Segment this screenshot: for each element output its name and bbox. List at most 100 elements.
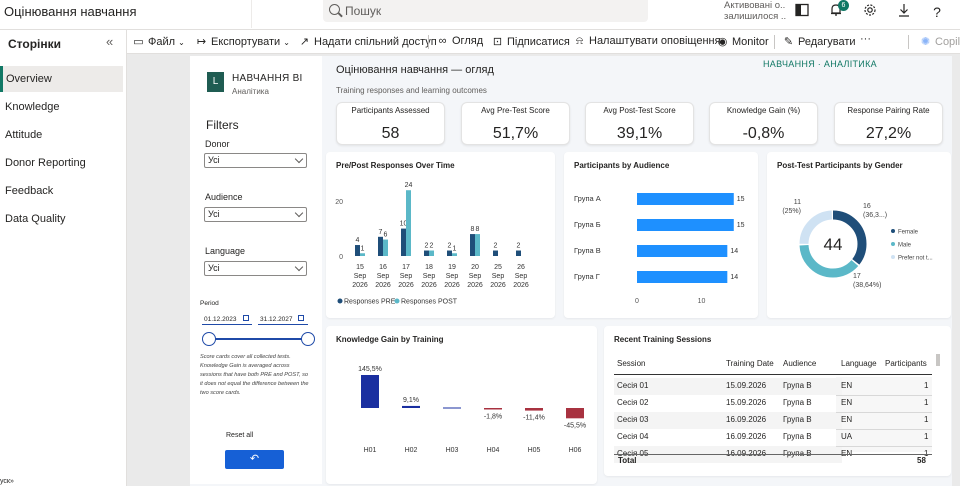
table-cell: 15.09.2026 xyxy=(726,381,767,390)
x-tick-label: Sep xyxy=(446,273,459,280)
category-label: Група В xyxy=(574,246,601,255)
table-row[interactable] xyxy=(614,378,842,395)
table-total-value: 58 xyxy=(917,456,926,465)
copilot-button[interactable]: ✺ Copil xyxy=(920,36,960,48)
legend-label: Prefer not t... xyxy=(898,256,933,262)
kpi-card[interactable]: Avg Pre-Test Score 51,7% xyxy=(461,102,570,145)
kpi-card[interactable]: Knowledge Gain (%) -0,8% xyxy=(709,102,818,145)
edit-button[interactable]: ✎ Редагувати xyxy=(783,36,856,48)
export-icon: ↦ xyxy=(196,36,207,48)
period-label: Period xyxy=(200,300,219,307)
date-from-input[interactable]: 01.12.2023 xyxy=(204,316,237,323)
table-scrollbar[interactable] xyxy=(936,354,940,366)
share-button[interactable]: ↗ Надати спільний доступ xyxy=(299,36,437,48)
audience-select[interactable]: Усі xyxy=(204,207,307,222)
reset-label: Reset all xyxy=(226,432,254,439)
data-label: 8 xyxy=(471,226,475,233)
toolbar-divider xyxy=(774,35,775,49)
gear-icon[interactable] xyxy=(861,3,879,21)
view-menu[interactable]: ∞ Огляд xyxy=(436,35,484,47)
table-header[interactable]: Training Date xyxy=(726,359,774,368)
kpi-value: -0,8% xyxy=(742,125,785,142)
kpi-label: Avg Pre-Test Score xyxy=(481,106,550,115)
calendar-icon[interactable] xyxy=(243,315,249,321)
bar-post xyxy=(452,253,457,256)
collapse-icon[interactable]: « xyxy=(106,34,114,49)
data-label: 145,5% xyxy=(358,366,382,373)
kpi-card[interactable]: Avg Post-Test Score 39,1% xyxy=(585,102,694,145)
table-header[interactable]: Audience xyxy=(783,359,817,368)
table-cell: Група В xyxy=(783,398,812,407)
activation-notice[interactable]: Активовані о... залишилося ... xyxy=(724,0,786,22)
pages-title: Сторінки xyxy=(8,37,62,51)
more-options-button[interactable]: ··· xyxy=(860,33,871,45)
page-item-attitude[interactable]: Attitude xyxy=(5,129,43,141)
data-label: 15 xyxy=(737,222,745,229)
status-fragment: уск» xyxy=(0,478,14,485)
bar-pre xyxy=(401,228,406,256)
knowledge-gain-chart: 145,5% H01 9,1% H02 H03 -1,8% H04 -11,4% H05 -45,… xyxy=(358,366,586,454)
search-box[interactable]: Пошук xyxy=(323,0,648,22)
report-subtitle: Training responses and learning outcomes xyxy=(336,86,487,95)
knowledge-gain-chart-card[interactable]: Knowledge Gain by Training 145,5% H01 9,1%… xyxy=(326,326,597,484)
bar-pre xyxy=(470,234,475,256)
legend-marker xyxy=(891,242,895,246)
table-cell: 16.09.2026 xyxy=(726,432,767,441)
donut-center-label: 44 xyxy=(824,235,843,254)
export-menu[interactable]: ↦ Експортувати ⌄ xyxy=(196,36,290,48)
slice-pct-label: (25%) xyxy=(782,208,801,215)
alerts-button[interactable]: ⍾ Налаштувати оповіщення xyxy=(573,35,721,48)
gender-chart-card[interactable]: Post-Test Participants by Gender 44 16 (36… xyxy=(767,152,951,318)
language-column-bg xyxy=(836,377,932,452)
chart-title: Knowledge Gain by Training xyxy=(336,335,444,344)
table-row-divider xyxy=(836,395,932,396)
sessions-table-card[interactable]: Recent Training Sessions Session Training… xyxy=(604,326,951,476)
language-select[interactable]: Усі xyxy=(204,261,307,276)
panel-toggle-icon[interactable] xyxy=(793,3,811,21)
period-slider-end-handle[interactable] xyxy=(301,332,315,346)
x-tick-label: 20 xyxy=(471,264,479,271)
date-to-input[interactable]: 31.12.2027 xyxy=(260,316,293,323)
x-tick-label: 16 xyxy=(379,264,387,271)
bar xyxy=(637,193,734,205)
y-tick-label: 20 xyxy=(335,199,343,206)
table-header[interactable]: Language xyxy=(841,359,877,368)
page-item-feedback[interactable]: Feedback xyxy=(5,185,54,197)
data-label: 1 xyxy=(361,245,365,252)
bar xyxy=(637,245,728,257)
table-cell: Група В xyxy=(783,381,812,390)
table-cell: EN xyxy=(841,381,853,390)
table-cell: Сесія 02 xyxy=(617,398,649,407)
data-label: 1 xyxy=(453,245,457,252)
subscribe-button[interactable]: ⊡ Підписатися xyxy=(492,36,570,48)
table-row[interactable] xyxy=(614,412,842,429)
page-item-donor-reporting[interactable]: Donor Reporting xyxy=(5,157,86,169)
kpi-card[interactable]: Response Pairing Rate 27,2% xyxy=(834,102,943,145)
donut-slice xyxy=(799,210,867,278)
kpi-card[interactable]: Participants Assessed 58 xyxy=(336,102,445,145)
x-tick-label: Sep xyxy=(377,273,390,280)
search-input[interactable]: Пошук xyxy=(345,4,382,18)
table-header[interactable]: Participants xyxy=(885,359,927,368)
download-icon[interactable] xyxy=(895,3,913,21)
bar xyxy=(566,408,584,419)
help-icon[interactable]: ? xyxy=(933,4,941,20)
brand-name: НАВЧАННЯ ВІ xyxy=(232,73,303,84)
audience-chart-card[interactable]: Participants by Audience Група А 15 Група … xyxy=(564,152,758,318)
prepost-chart-card[interactable]: Pre/Post Responses Over Time 0 20 4 1 15 Sep 2… xyxy=(326,152,555,318)
period-slider-start-handle[interactable] xyxy=(202,332,216,346)
page-item-overview[interactable]: Overview xyxy=(0,66,123,92)
filter-panel: L НАВЧАННЯ ВІ Аналітика Filters Donor Ус… xyxy=(190,56,322,484)
page-item-data-quality[interactable]: Data Quality xyxy=(5,213,66,225)
calendar-icon[interactable] xyxy=(298,315,304,321)
table-header[interactable]: Session xyxy=(617,359,646,368)
monitor-button[interactable]: ◉ Monitor xyxy=(717,36,769,48)
page-item-knowledge[interactable]: Knowledge xyxy=(5,101,60,113)
bar-post xyxy=(360,253,365,256)
donor-select[interactable]: Усі xyxy=(204,153,307,168)
period-slider-track[interactable] xyxy=(209,338,309,340)
x-tick-label: H02 xyxy=(405,447,418,454)
file-menu[interactable]: ▭ Файл ⌄ xyxy=(133,36,185,48)
x-tick-label: 17 xyxy=(402,264,410,271)
reset-all-button[interactable]: ↶ xyxy=(225,450,284,469)
